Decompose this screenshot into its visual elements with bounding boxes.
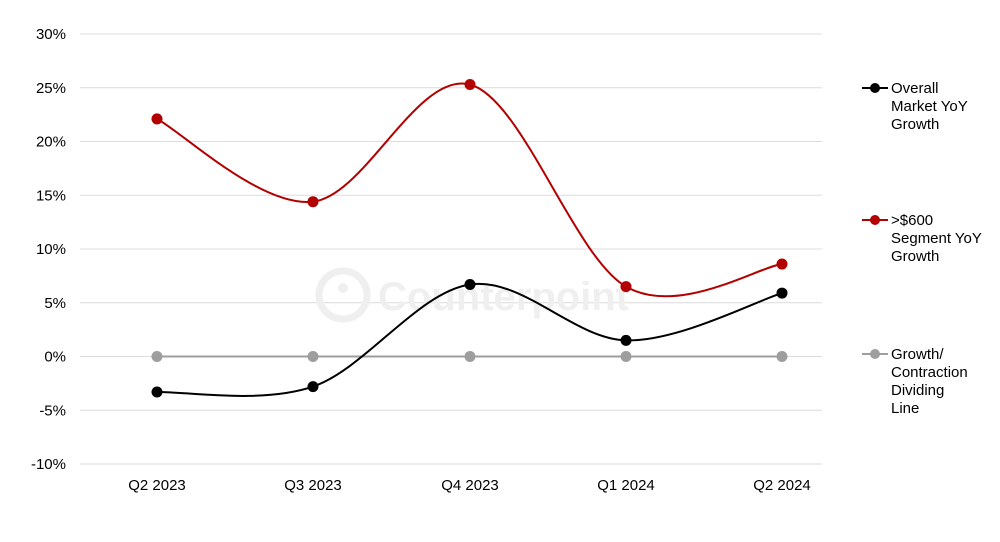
data-point (620, 334, 632, 346)
data-point (464, 351, 476, 362)
data-point (776, 258, 788, 270)
data-point (620, 281, 632, 293)
x-tick-label: Q2 2023 (128, 477, 186, 494)
series-layer (151, 79, 788, 398)
y-tick-label: 20% (36, 134, 66, 151)
series-line-1 (156, 82, 783, 298)
data-point (151, 386, 163, 398)
x-tick-label: Q4 2023 (441, 477, 499, 494)
data-point (776, 351, 788, 362)
watermark: Counterpoint (315, 267, 629, 323)
data-point (620, 351, 632, 362)
watermark-logo-icon (315, 267, 371, 323)
legend: Overall Market YoY Growth >$600 Segment YoY G… (862, 80, 982, 417)
y-tick-label: 10% (36, 241, 66, 258)
legend-swatch-marker (870, 215, 880, 225)
x-tick-label: Q1 2024 (597, 477, 655, 494)
legend-label: Growth/Contraction Dividing Line (891, 346, 968, 417)
watermark-text: Counterpoint (378, 275, 629, 319)
y-tick-label: 0% (44, 349, 66, 366)
data-point (151, 351, 163, 362)
x-tick-label: Q3 2023 (284, 477, 342, 494)
x-axis: Q2 2023 Q3 2023 Q4 2023 Q1 2024 Q2 2024 (128, 477, 811, 494)
gridlines (80, 33, 822, 465)
legend-swatch-marker (870, 83, 880, 93)
legend-label: >$600 Segment YoY Growth (891, 212, 982, 265)
data-point (464, 278, 476, 290)
data-point (307, 351, 319, 362)
data-point (307, 196, 319, 208)
y-tick-label: 25% (36, 80, 66, 97)
watermark-logo-dot (338, 283, 348, 293)
data-point (464, 79, 476, 91)
y-tick-label: 5% (44, 295, 66, 312)
data-point (776, 287, 788, 299)
data-point (151, 113, 163, 125)
data-point (307, 381, 319, 393)
y-tick-label: 30% (36, 26, 66, 43)
y-tick-label: -10% (31, 456, 66, 473)
x-tick-label: Q2 2024 (753, 477, 811, 494)
legend-swatch-marker (870, 349, 880, 359)
y-axis: 30% 25% 20% 15% 10% 5% 0% -5% -10% (31, 26, 66, 473)
y-tick-label: 15% (36, 187, 66, 204)
legend-label: Overall Market YoY Growth (891, 80, 968, 133)
y-tick-label: -5% (39, 402, 66, 419)
